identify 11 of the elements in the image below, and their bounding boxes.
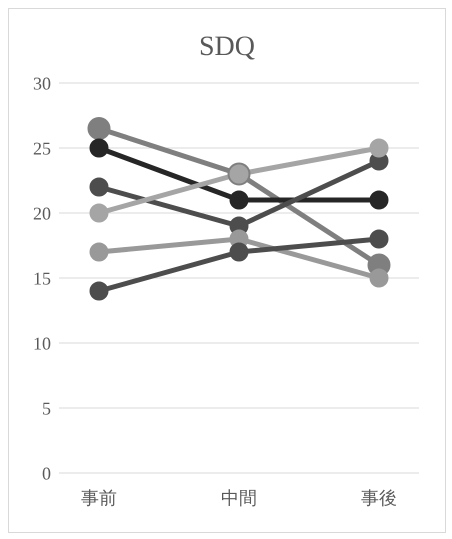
x-tick-label: 事前 xyxy=(81,488,117,508)
x-tick-label: 事後 xyxy=(361,488,397,508)
x-tick-label: 中間 xyxy=(221,488,257,508)
y-tick-label: 30 xyxy=(33,73,51,94)
y-tick-label: 5 xyxy=(42,398,51,418)
y-tick-label: 20 xyxy=(33,203,51,224)
y-tick-label: 10 xyxy=(33,333,51,354)
y-tick-label: 0 xyxy=(42,463,51,484)
y-tick-label: 25 xyxy=(33,138,51,158)
y-tick-label: 15 xyxy=(33,268,51,288)
chart-title: SDQ xyxy=(198,31,256,63)
